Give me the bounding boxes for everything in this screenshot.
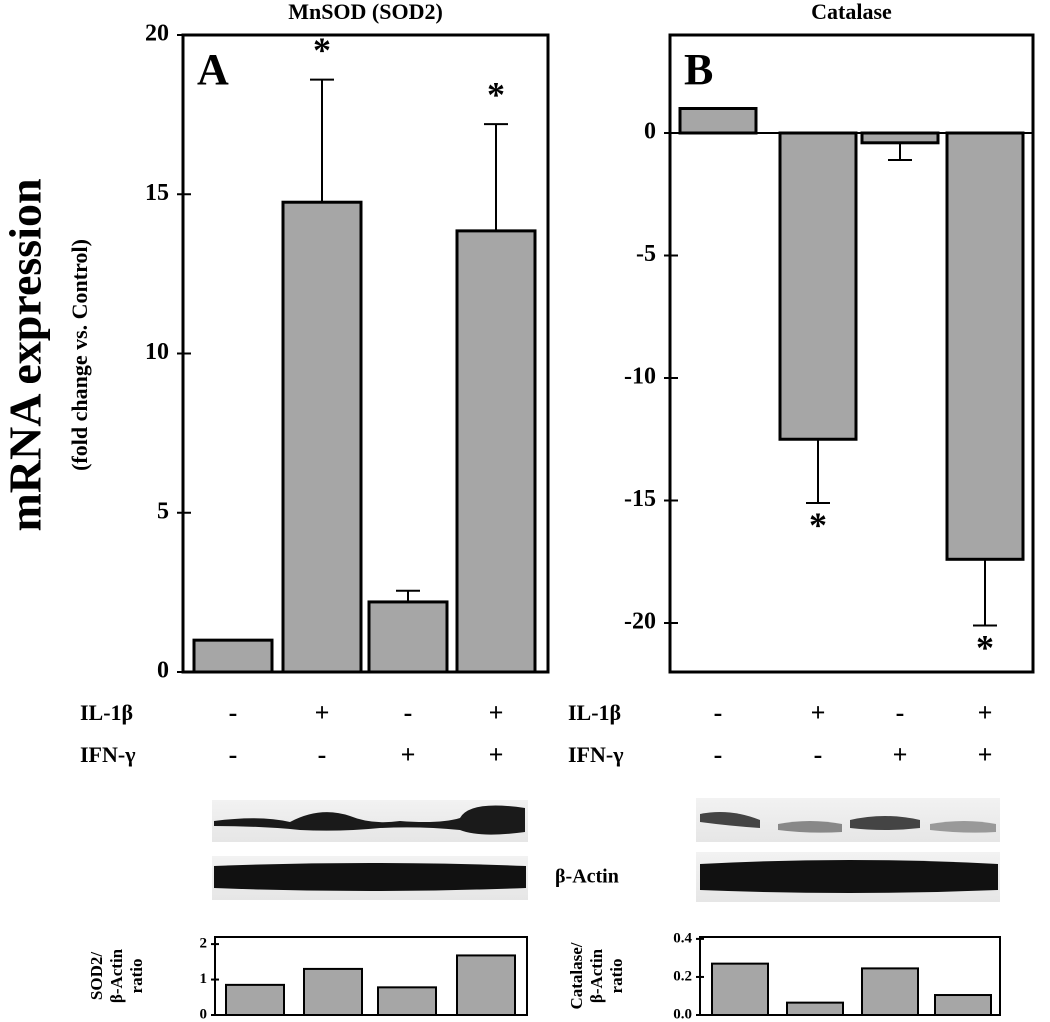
plot-frame — [699, 936, 1001, 1016]
treatment-sign: - — [229, 740, 238, 769]
y-tick-label: 1 — [200, 971, 208, 987]
treatment-sign: - — [404, 698, 413, 727]
error-bar — [806, 439, 830, 504]
significance-mark: * — [809, 505, 827, 545]
treatment-name: IL-1β — [80, 700, 133, 725]
y-tick-label: -5 — [636, 241, 656, 267]
y-tick-label: 20 — [145, 21, 169, 47]
treatment-sign: + — [978, 740, 993, 769]
treatment-sign: + — [978, 698, 993, 727]
bar — [860, 131, 940, 145]
y-axis-title: mRNA expression — [0, 178, 51, 531]
bar — [786, 1001, 844, 1017]
treatment-sign: - — [318, 740, 327, 769]
y-tick-label: 15 — [145, 180, 169, 206]
y-tick-label: 0 — [157, 658, 169, 684]
error-bar — [973, 559, 997, 627]
bar — [281, 200, 363, 674]
chart-title: Catalase — [811, 0, 892, 24]
y-tick-label: 10 — [145, 339, 169, 365]
treatment-sign: - — [814, 740, 823, 769]
bar — [367, 600, 449, 674]
y-axis-title: Catalase/ — [567, 942, 586, 1009]
error-bar — [310, 78, 334, 203]
y-tick-label: 0.2 — [673, 968, 692, 984]
y-tick-label: 0 — [644, 119, 656, 145]
treatment-sign: - — [714, 698, 723, 727]
significance-mark: * — [976, 628, 994, 668]
treatment-name: IFN-γ — [568, 742, 624, 767]
bar — [377, 986, 437, 1017]
bar — [945, 131, 1025, 561]
significance-mark: * — [313, 30, 331, 70]
y-tick-label: 2 — [200, 936, 208, 952]
y-tick-label: 0.0 — [673, 1006, 692, 1022]
bar — [861, 967, 919, 1017]
chart-title: MnSOD (SOD2) — [288, 0, 443, 24]
panel-label: B — [684, 45, 713, 94]
bar — [303, 967, 363, 1017]
plot-frame — [181, 33, 550, 674]
blot-sod2 — [212, 800, 528, 900]
y-tick-label: 0.4 — [673, 930, 692, 946]
bar — [456, 954, 516, 1016]
y-tick-label: -10 — [624, 364, 656, 390]
treatment-sign: - — [229, 698, 238, 727]
bar — [225, 983, 285, 1017]
error-bar — [888, 142, 912, 161]
y-tick-label: 0 — [200, 1006, 208, 1022]
treatment-sign: - — [714, 740, 723, 769]
y-axis-title: β-Actin — [107, 948, 126, 1003]
treatment-sign: + — [315, 698, 330, 727]
treatment-sign: + — [811, 698, 826, 727]
bar — [711, 962, 769, 1017]
plot-frame — [214, 936, 528, 1016]
significance-mark: * — [487, 74, 505, 114]
treatment-sign: + — [893, 740, 908, 769]
plot-frame — [668, 33, 1035, 674]
blot-catalase — [696, 798, 1000, 902]
panel-label: A — [197, 45, 229, 94]
blot-label: β-Actin — [555, 866, 619, 888]
y-axis-subtitle: (fold change vs. Control) — [67, 239, 92, 471]
treatment-sign: + — [489, 740, 504, 769]
error-bar — [484, 123, 508, 231]
error-bar — [396, 589, 420, 602]
treatment-sign: + — [489, 698, 504, 727]
bar — [678, 107, 758, 135]
bar — [778, 131, 858, 441]
bar — [192, 638, 274, 674]
treatment-name: IL-1β — [568, 700, 621, 725]
treatment-sign: + — [401, 740, 416, 769]
bar — [934, 994, 992, 1017]
treatment-sign: - — [896, 698, 905, 727]
y-tick-label: 5 — [157, 498, 169, 524]
y-axis-title: β-Actin — [587, 948, 606, 1003]
y-tick-label: -20 — [624, 609, 656, 635]
y-axis-title: ratio — [127, 959, 146, 994]
y-tick-label: -15 — [624, 486, 656, 512]
bar — [455, 229, 537, 674]
treatment-name: IFN-γ — [80, 742, 136, 767]
y-axis-title: SOD2/ — [87, 952, 106, 1000]
y-axis-title: ratio — [607, 959, 626, 994]
